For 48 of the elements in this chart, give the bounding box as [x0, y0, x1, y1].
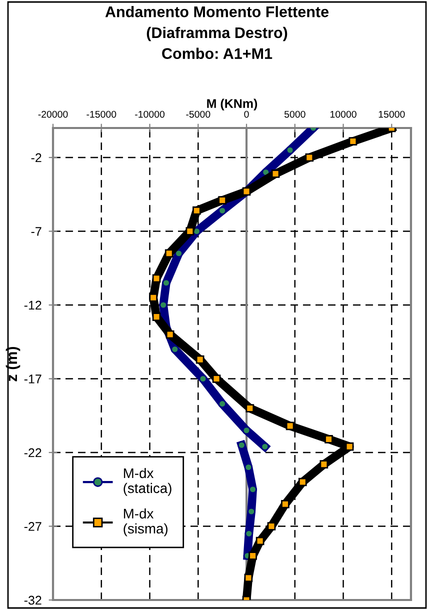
point — [192, 206, 201, 215]
x-tick-label: -20000 — [38, 110, 68, 118]
x-tick-label: -5000 — [186, 110, 210, 118]
point — [260, 442, 270, 451]
point — [218, 206, 226, 215]
y-tick-label: -12 — [24, 300, 42, 310]
point — [212, 374, 221, 383]
x-tick-label: -15000 — [86, 110, 116, 118]
point — [320, 460, 328, 468]
y-tick-label: -7 — [31, 227, 42, 236]
point — [242, 426, 251, 435]
y-tick-label: -32 — [24, 596, 42, 605]
x-tick-label: 0 — [244, 110, 249, 118]
point — [164, 249, 174, 258]
point — [305, 153, 314, 162]
point — [198, 374, 208, 383]
point — [248, 552, 257, 560]
x-tick-label: -10000 — [135, 110, 165, 118]
point — [348, 137, 358, 146]
point — [152, 274, 161, 283]
x-tick-label: 5000 — [284, 110, 306, 118]
point — [324, 435, 333, 444]
point — [166, 330, 174, 339]
point — [196, 355, 204, 364]
point — [186, 227, 194, 236]
y-axis-title: z (m) — [6, 346, 20, 382]
point — [281, 500, 290, 508]
point — [298, 478, 307, 486]
point — [286, 146, 294, 154]
point — [271, 170, 280, 178]
point — [218, 196, 226, 204]
point — [246, 404, 254, 412]
y-tick-label: -2 — [31, 153, 42, 162]
x-tick-label: 15000 — [378, 110, 405, 118]
point — [152, 312, 161, 321]
y-tick-label: -22 — [24, 448, 42, 458]
point — [286, 422, 294, 430]
legend-label: M-dx (sisma) — [124, 508, 168, 536]
chart-title: Andamento Momento Flettente (Diaframma Destro) Combo: A1+M1 — [105, 6, 329, 59]
x-axis-title: M (KNm) — [207, 98, 258, 110]
y-tick-label: -27 — [24, 522, 42, 531]
x-tick-label: 10000 — [330, 110, 356, 118]
point — [244, 574, 253, 582]
y-tick-label: -17 — [24, 374, 42, 384]
point — [267, 522, 276, 530]
point — [256, 536, 264, 546]
point — [218, 400, 226, 408]
legend-label: M-dx (statica) — [124, 468, 172, 496]
